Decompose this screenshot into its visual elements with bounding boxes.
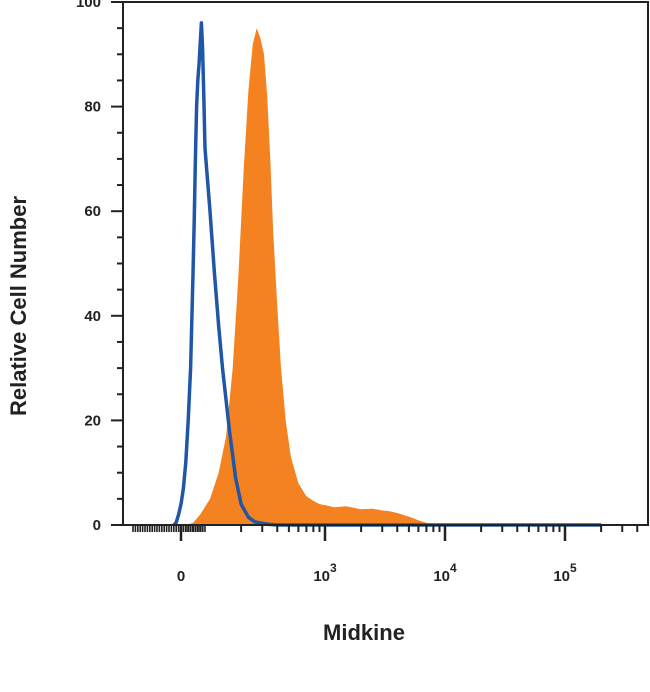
filled-histogram-area <box>176 28 602 525</box>
x-axis-title: Midkine <box>323 620 405 645</box>
outline-histogram-line <box>172 21 602 527</box>
y-axis-title: Relative Cell Number <box>6 196 31 417</box>
x-tick-label: 103 <box>313 561 337 585</box>
x-tick-label: 105 <box>553 561 577 585</box>
series-layer <box>172 21 602 527</box>
y-tick-label: 20 <box>84 412 101 429</box>
x-tick-label: 104 <box>433 561 457 585</box>
x-tick-label: 0 <box>177 568 185 585</box>
y-tick-label: 60 <box>84 203 101 220</box>
y-tick-label: 0 <box>93 517 101 534</box>
y-tick-label: 40 <box>84 308 101 325</box>
tick-layer: 0 20 40 60 80 100 0 103 104 105 <box>76 0 639 585</box>
y-tick-label: 100 <box>76 0 101 11</box>
y-tick-label: 80 <box>84 99 101 116</box>
